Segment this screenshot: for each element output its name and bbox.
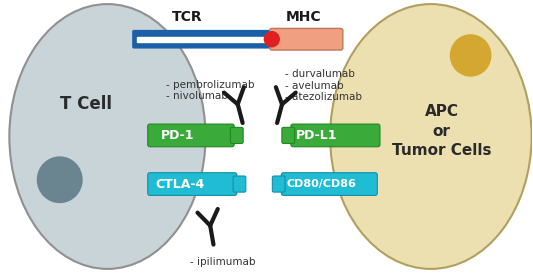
FancyBboxPatch shape (133, 31, 273, 48)
Text: APC
or
Tumor Cells: APC or Tumor Cells (392, 104, 491, 158)
Text: - ipilimumab: - ipilimumab (190, 257, 255, 267)
Text: PD-1: PD-1 (160, 129, 194, 142)
Text: PD-L1: PD-L1 (296, 129, 337, 142)
Text: TCR: TCR (172, 10, 203, 23)
Text: CD80/CD86: CD80/CD86 (286, 179, 356, 189)
Ellipse shape (330, 4, 531, 269)
FancyBboxPatch shape (233, 176, 246, 192)
FancyBboxPatch shape (270, 28, 343, 50)
Ellipse shape (10, 4, 206, 269)
Circle shape (450, 35, 491, 76)
FancyBboxPatch shape (291, 124, 380, 147)
FancyBboxPatch shape (282, 127, 295, 144)
Text: T Cell: T Cell (60, 95, 112, 113)
Text: - pembrolizumab
- nivolumab: - pembrolizumab - nivolumab (166, 80, 254, 101)
FancyBboxPatch shape (272, 176, 285, 192)
FancyBboxPatch shape (281, 173, 377, 195)
Text: CTLA-4: CTLA-4 (155, 177, 204, 191)
Circle shape (264, 32, 279, 47)
Circle shape (37, 157, 82, 203)
Text: MHC: MHC (286, 10, 321, 23)
FancyBboxPatch shape (148, 173, 237, 195)
FancyBboxPatch shape (148, 124, 234, 147)
Text: - durvalumab
- avelumab
- atezolizumab: - durvalumab - avelumab - atezolizumab (285, 69, 362, 102)
FancyBboxPatch shape (230, 127, 243, 144)
Bar (136, 37, 272, 42)
